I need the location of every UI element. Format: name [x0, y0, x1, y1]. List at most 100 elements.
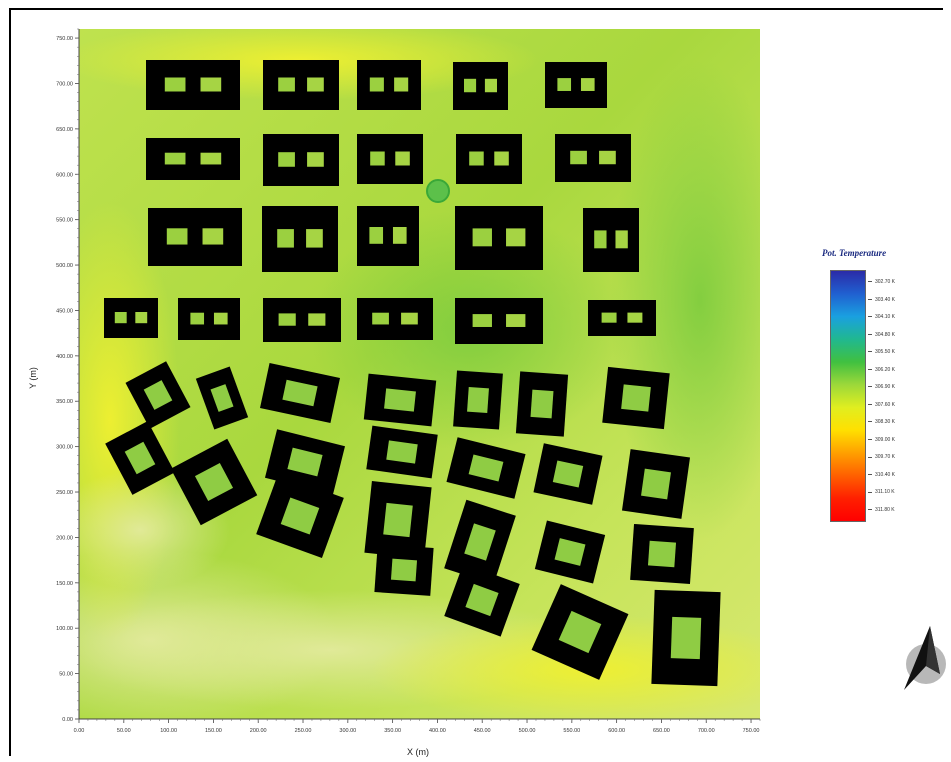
building-block	[357, 206, 419, 266]
legend-tick-label: 311.80 K	[868, 507, 895, 513]
building-block	[602, 366, 670, 430]
y-tick-label: 0.00	[62, 717, 73, 723]
x-axis-label: X (m)	[407, 747, 429, 757]
y-tick-label: 750.00	[56, 36, 73, 42]
y-tick-label: 450.00	[56, 308, 73, 314]
x-tick-label: 150.00	[205, 728, 222, 734]
building-block	[455, 298, 543, 344]
x-tick-label: 350.00	[384, 728, 401, 734]
legend-tick-label: 303.40 K	[868, 297, 895, 303]
building-block	[444, 563, 520, 637]
building-block	[621, 449, 691, 519]
roundabout	[426, 179, 450, 203]
legend-tick-label: 304.80 K	[868, 332, 895, 338]
building-block	[630, 523, 694, 585]
building-block	[178, 298, 240, 340]
buildings-layer	[104, 60, 721, 687]
x-tick-label: 50.00	[117, 728, 131, 734]
building-block	[357, 134, 423, 184]
figure-frame	[9, 8, 943, 756]
y-tick-label: 400.00	[56, 354, 73, 360]
building-block	[446, 437, 526, 499]
x-tick-label: 450.00	[474, 728, 491, 734]
building-block	[651, 589, 721, 687]
y-tick-label: 700.00	[56, 81, 73, 87]
building-block	[262, 206, 338, 272]
x-axis: 0.00 50.00 100.00 150.00 200.00 250.00 300.00 3…	[74, 718, 761, 734]
north-arrow-icon	[904, 626, 946, 690]
x-tick-label: 200.00	[250, 728, 267, 734]
building-block	[555, 134, 631, 182]
building-block	[263, 134, 339, 186]
y-tick-label: 550.00	[56, 218, 73, 224]
legend-tick-label: 310.40 K	[868, 472, 895, 478]
x-tick-label: 100.00	[160, 728, 177, 734]
legend-tick-label: 309.00 K	[868, 437, 895, 443]
y-tick-label: 250.00	[56, 490, 73, 496]
x-tick-label: 750.00	[743, 728, 760, 734]
x-tick-label: 700.00	[698, 728, 715, 734]
legend-tick-label: 306.20 K	[868, 367, 895, 373]
building-block	[588, 300, 656, 336]
building-block	[534, 520, 606, 584]
y-axis-label: Y (m)	[28, 367, 38, 389]
legend-tick-label: 306.90 K	[868, 384, 895, 390]
x-tick-label: 600.00	[608, 728, 625, 734]
y-tick-label: 650.00	[56, 127, 73, 133]
building-block	[357, 60, 421, 110]
y-tick-label: 500.00	[56, 263, 73, 269]
y-tick-label: 150.00	[56, 581, 73, 587]
building-block	[170, 438, 258, 526]
color-legend: Pot. Temperature 302.70 K 303.40 K 304.10 …	[822, 248, 932, 522]
building-block	[146, 138, 240, 180]
x-tick-label: 250.00	[295, 728, 312, 734]
building-block	[366, 425, 438, 479]
y-tick-label: 600.00	[56, 172, 73, 178]
y-tick-label: 300.00	[56, 445, 73, 451]
building-block	[455, 206, 543, 270]
building-block	[195, 366, 249, 430]
building-block	[263, 60, 339, 110]
y-tick-label: 200.00	[56, 535, 73, 541]
building-block	[453, 62, 508, 110]
building-block	[364, 481, 432, 559]
building-block	[357, 298, 433, 340]
building-block	[531, 584, 629, 680]
building-block	[263, 298, 341, 342]
legend-tick-label: 309.70 K	[868, 454, 895, 460]
building-block	[148, 208, 242, 266]
x-tick-label: 0.00	[74, 728, 85, 734]
x-tick-label: 650.00	[653, 728, 670, 734]
building-block	[146, 60, 240, 110]
building-block	[363, 373, 437, 427]
building-block	[533, 443, 603, 505]
building-block	[583, 208, 639, 272]
y-tick-label: 100.00	[56, 626, 73, 632]
x-tick-label: 300.00	[339, 728, 356, 734]
building-block	[105, 421, 175, 495]
x-tick-label: 550.00	[563, 728, 580, 734]
legend-tick-label: 302.70 K	[868, 279, 895, 285]
legend-colorbar	[830, 270, 866, 522]
building-block	[545, 62, 607, 108]
building-block	[104, 298, 158, 338]
legend-tick-label: 305.50 K	[868, 349, 895, 355]
building-block	[456, 134, 522, 184]
building-block	[515, 371, 569, 437]
y-tick-label: 350.00	[56, 399, 73, 405]
x-tick-label: 500.00	[519, 728, 536, 734]
building-block	[444, 499, 516, 585]
legend-tick-label: 311.10 K	[868, 489, 895, 495]
building-block	[374, 544, 434, 596]
legend-tick-label: 308.30 K	[868, 419, 895, 425]
building-block	[453, 370, 503, 430]
building-block	[260, 363, 340, 423]
x-tick-label: 400.00	[429, 728, 446, 734]
y-axis: 0.00 50.00 100.00 150.00 200.00 250.00 300.00 3…	[56, 28, 80, 723]
legend-tick-label: 307.60 K	[868, 402, 895, 408]
legend-title: Pot. Temperature	[822, 248, 887, 258]
plot-area	[79, 29, 760, 719]
y-tick-label: 50.00	[59, 672, 73, 678]
legend-tick-label: 304.10 K	[868, 314, 895, 320]
